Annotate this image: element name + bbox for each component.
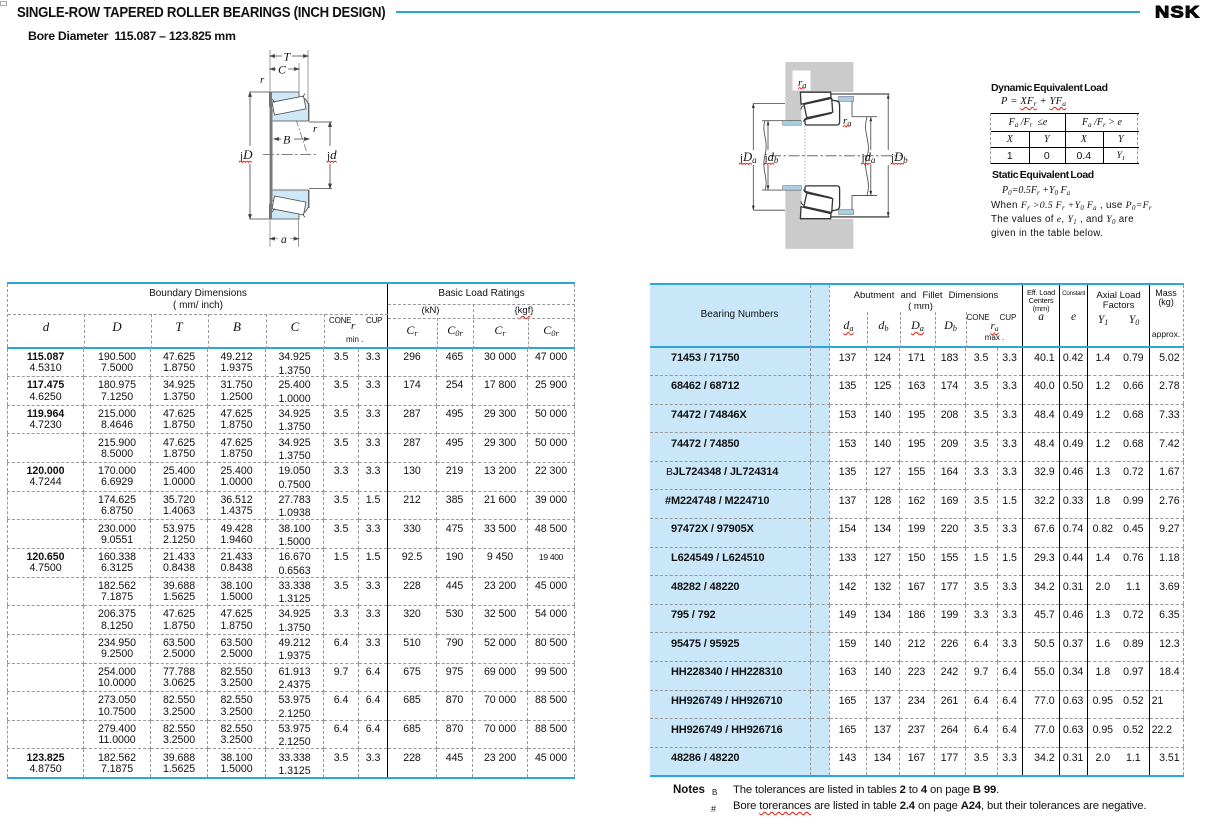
svg-text:jD: jD	[239, 147, 253, 162]
svg-text:a: a	[281, 234, 287, 246]
svg-text:C: C	[278, 63, 287, 77]
svg-text:r: r	[313, 123, 318, 135]
svg-text:jdb: jdb	[764, 150, 779, 165]
svg-text:ra: ra	[843, 115, 852, 128]
svg-text:jDb: jDb	[890, 150, 908, 165]
svg-text:jda: jda	[861, 150, 876, 165]
svg-text:jDa: jDa	[739, 150, 757, 165]
svg-text:T: T	[284, 50, 292, 64]
svg-text:ra: ra	[798, 77, 807, 90]
svg-text:r: r	[260, 74, 265, 86]
svg-text:B: B	[283, 133, 291, 147]
svg-text:jd: jd	[326, 147, 337, 162]
